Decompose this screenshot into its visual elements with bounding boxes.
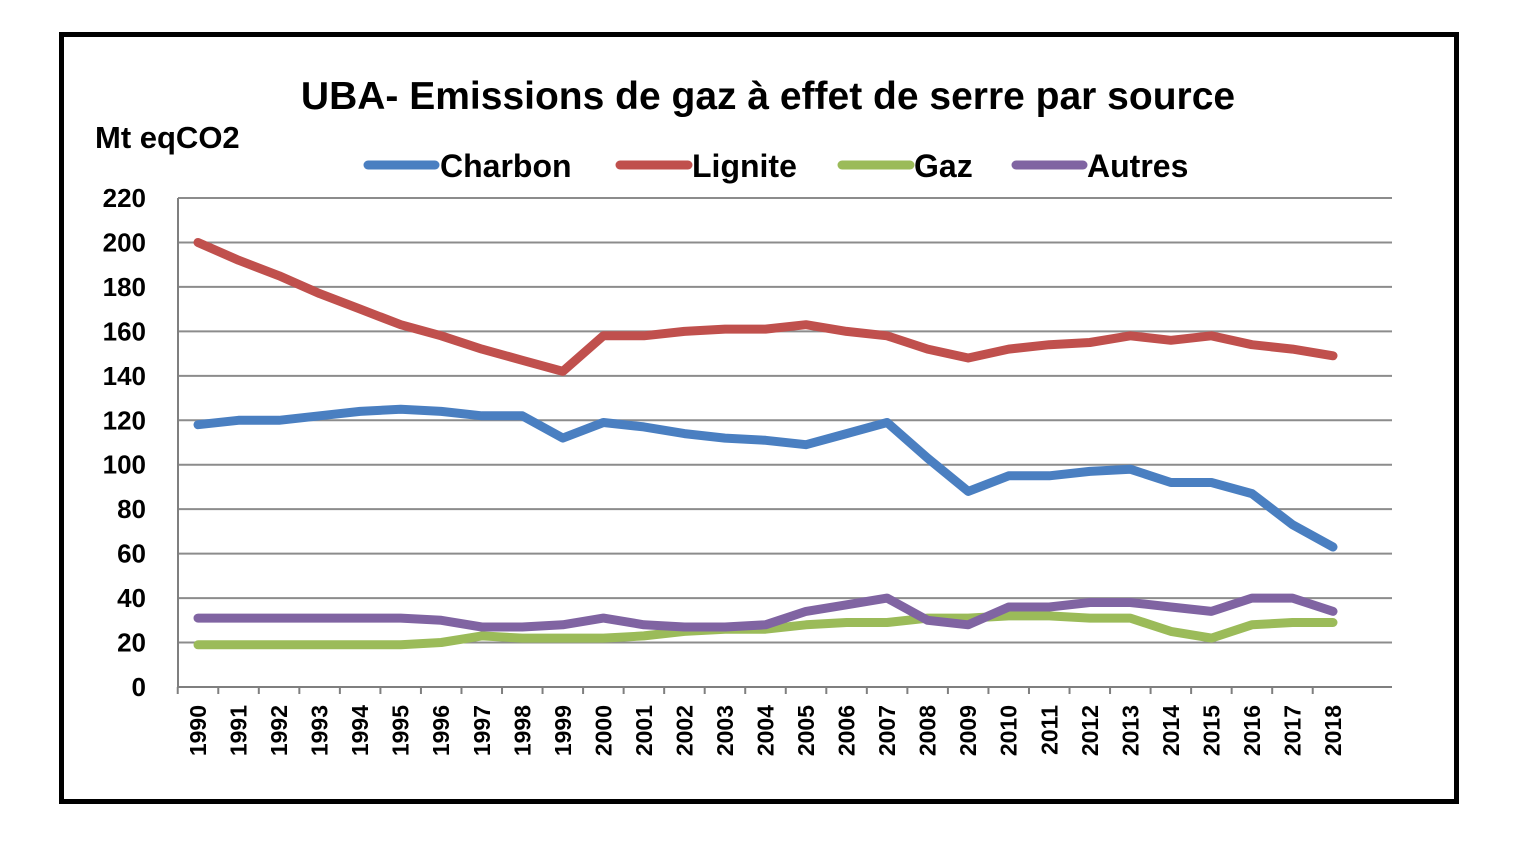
x-tick-label: 1999: [550, 705, 576, 756]
x-tick-label: 1995: [388, 705, 414, 756]
series-line-lignite: [193, 238, 1338, 376]
x-tick-label: 2012: [1077, 705, 1103, 756]
x-tick-label: 2004: [753, 705, 779, 756]
x-tick-label: 1996: [428, 705, 454, 756]
x-tick-label: 2009: [955, 705, 981, 756]
x-tick-label: 1994: [347, 705, 373, 756]
y-tick-label: 0: [132, 672, 146, 702]
x-tick-label: 2000: [590, 705, 616, 756]
chart-title: UBA- Emissions de gaz à effet de serre p…: [300, 75, 1236, 118]
x-tick-label: 2011: [1036, 705, 1062, 755]
x-tick-label: 1992: [266, 705, 292, 756]
x-tick-label: 2002: [671, 705, 697, 756]
x-tick-label: 2001: [631, 705, 657, 756]
legend-label-charbon: Charbon: [440, 148, 572, 184]
x-tick-label: 1998: [509, 705, 535, 756]
x-tick-label: 2005: [793, 705, 819, 756]
series-line-charbon: [193, 404, 1338, 552]
legend-label-gaz: Gaz: [914, 148, 973, 184]
legend-label-lignite: Lignite: [692, 148, 797, 184]
y-tick-label: 120: [103, 405, 146, 435]
x-tick-label: 2008: [915, 705, 941, 756]
y-tick-label: 160: [103, 316, 146, 346]
x-tick-label: 2015: [1198, 705, 1224, 756]
y-tick-label: 200: [103, 227, 146, 257]
x-tick-label: 2003: [712, 705, 738, 756]
y-tick-label: 220: [103, 183, 146, 213]
y-tick-label: 180: [103, 272, 146, 302]
x-tick-label: 2013: [1117, 705, 1143, 756]
y-tick-label: 40: [117, 583, 146, 613]
y-axis-ticks: 0 20 40 60 80 100 120 140 160 180 200 220: [103, 183, 146, 702]
x-tick-label: 2016: [1239, 705, 1265, 756]
gridlines: [177, 197, 1392, 688]
x-axis-ticks: 1990 1991 1992 1993 1994 1995 1996 1997 1998 1999…: [176, 687, 1346, 756]
legend-label-autres: Autres: [1087, 148, 1188, 184]
y-tick-label: 20: [117, 628, 146, 658]
y-tick-label: 60: [117, 539, 146, 569]
x-tick-label: 1990: [185, 705, 211, 756]
x-tick-label: 2018: [1320, 705, 1346, 756]
series-lines: [193, 238, 1338, 650]
x-tick-label: 1991: [226, 705, 252, 756]
series-line-autres: [193, 593, 1338, 632]
y-axis-unit-label: Mt eqCO2: [95, 120, 240, 155]
x-tick-label: 2010: [996, 705, 1022, 756]
y-tick-label: 80: [117, 494, 146, 524]
x-tick-label: 1997: [469, 705, 495, 756]
y-tick-label: 100: [103, 450, 146, 480]
x-tick-label: 1993: [307, 705, 333, 756]
x-tick-label: 2014: [1158, 705, 1184, 756]
x-tick-label: 2006: [834, 705, 860, 756]
legend: Charbon Lignite Gaz Autres: [363, 148, 1188, 184]
x-tick-label: 2017: [1279, 705, 1305, 756]
x-tick-label: 2007: [874, 705, 900, 756]
y-tick-label: 140: [103, 361, 146, 391]
